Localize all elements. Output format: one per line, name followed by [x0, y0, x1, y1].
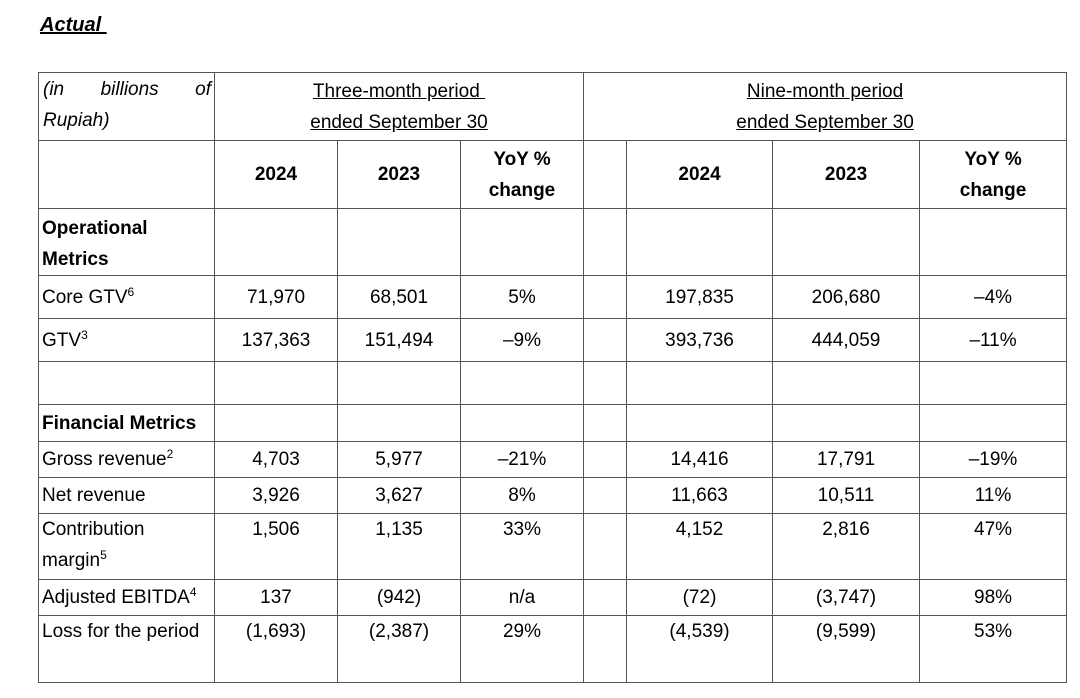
cell-q-yoy: n/a [459, 579, 585, 616]
table-row: GTV3 137,363 151,494 –9% 393,736 444,059… [38, 318, 1068, 362]
cell-n-2024: 197,835 [626, 275, 774, 319]
cell-n-2023: 17,791 [772, 441, 921, 478]
cell-q-2024: 4,703 [214, 441, 338, 478]
table-row: Adjusted EBITDA4 137 (942) n/a (72) (3,7… [38, 579, 1068, 616]
three-month-period-line1: Three-month period [312, 80, 486, 102]
cell-q-yoy: –21% [459, 441, 585, 478]
financial-metrics-table: (in billions of Rupiah) Three-month peri… [38, 72, 1068, 683]
table-row: Core GTV6 71,970 68,501 5% 197,835 206,6… [38, 275, 1068, 319]
cell-n-2023: 444,059 [772, 318, 921, 362]
spacer-cell [583, 140, 628, 209]
spacer-cell [583, 441, 628, 478]
year-header-row: 2024 2023 YoY % change 2024 2023 YoY % c… [38, 140, 1068, 209]
spacer-cell [583, 579, 628, 616]
row-label-gross-revenue: Gross revenue2 [38, 441, 215, 478]
yoy-line1: YoY % [493, 148, 551, 170]
col-header-q-yoy: YoY % change [459, 140, 585, 209]
yoy-line1: YoY % [964, 148, 1022, 170]
financial-section-row: Financial Metrics [38, 404, 1068, 442]
cell-q-yoy: 8% [459, 477, 585, 514]
cell-q-2024: 71,970 [214, 275, 338, 319]
cell-q-yoy: 33% [459, 513, 585, 580]
section-heading: Actual [40, 14, 107, 36]
row-label-adjusted-ebitda: Adjusted EBITDA4 [38, 579, 215, 616]
cell-n-2023: (9,599) [772, 615, 921, 683]
cell-n-yoy: 47% [919, 513, 1068, 580]
empty-row [38, 361, 1068, 405]
yoy-line2: change [959, 179, 1027, 201]
cell-q-2023: 151,494 [337, 318, 461, 362]
three-month-period-line2: ended September 30 [310, 111, 488, 133]
row-label-contribution-margin: Contribution margin5 [38, 513, 215, 580]
units-label: (in billions of Rupiah) [38, 72, 215, 141]
table-row: Net revenue 3,926 3,627 8% 11,663 10,511… [38, 477, 1068, 514]
nine-month-period-line2: ended September 30 [736, 111, 914, 133]
row-label-loss-for-period: Loss for the period [38, 615, 215, 683]
cell-q-2023: 3,627 [337, 477, 461, 514]
spacer-cell [583, 275, 628, 319]
cell-n-2024: 393,736 [626, 318, 774, 362]
operational-section-row: Operational Metrics [38, 208, 1068, 276]
spacer-cell [583, 513, 628, 580]
table-row: Gross revenue2 4,703 5,977 –21% 14,416 1… [38, 441, 1068, 478]
period-header-row: (in billions of Rupiah) Three-month peri… [38, 72, 1068, 141]
cell-n-yoy: 11% [919, 477, 1068, 514]
cell-n-2023: 2,816 [772, 513, 921, 580]
spacer-cell [583, 615, 628, 683]
spacer-cell [583, 318, 628, 362]
nine-month-period-line1: Nine-month period [746, 80, 904, 102]
cell-q-2024: 137,363 [214, 318, 338, 362]
cell-q-2023: 1,135 [337, 513, 461, 580]
cell-q-yoy: 29% [459, 615, 585, 683]
financial-metrics-label: Financial Metrics [38, 404, 215, 442]
cell-n-2024: (4,539) [626, 615, 774, 683]
cell-n-2023: 10,511 [772, 477, 921, 514]
empty-cell [38, 140, 215, 209]
cell-n-yoy: –4% [919, 275, 1068, 319]
row-label-net-revenue: Net revenue [38, 477, 215, 514]
col-header-n-2024: 2024 [626, 140, 774, 209]
cell-q-yoy: 5% [459, 275, 585, 319]
cell-n-yoy: 53% [919, 615, 1068, 683]
cell-n-2024: 11,663 [626, 477, 774, 514]
cell-n-2023: (3,747) [772, 579, 921, 616]
cell-n-2024: (72) [626, 579, 774, 616]
yoy-line2: change [488, 179, 556, 201]
cell-q-2024: 3,926 [214, 477, 338, 514]
cell-q-2024: 1,506 [214, 513, 338, 580]
cell-n-yoy: –11% [919, 318, 1068, 362]
col-header-n-yoy: YoY % change [919, 140, 1068, 209]
cell-q-yoy: –9% [459, 318, 585, 362]
col-header-q-2024: 2024 [214, 140, 338, 209]
table-row: Contribution margin5 1,506 1,135 33% 4,1… [38, 513, 1068, 580]
table-row: Loss for the period (1,693) (2,387) 29% … [38, 615, 1068, 683]
cell-q-2024: (1,693) [214, 615, 338, 683]
row-label-gtv: GTV3 [38, 318, 215, 362]
cell-q-2023: 5,977 [337, 441, 461, 478]
spacer-cell [583, 477, 628, 514]
cell-n-yoy: 98% [919, 579, 1068, 616]
cell-n-yoy: –19% [919, 441, 1068, 478]
col-header-q-2023: 2023 [337, 140, 461, 209]
three-month-period-header: Three-month period ended September 30 [213, 72, 585, 141]
nine-month-period-header: Nine-month period ended September 30 [583, 72, 1068, 141]
cell-n-2024: 4,152 [626, 513, 774, 580]
col-header-n-2023: 2023 [772, 140, 921, 209]
operational-metrics-label: Operational Metrics [38, 208, 215, 276]
cell-q-2024: 137 [214, 579, 338, 616]
cell-q-2023: (2,387) [337, 615, 461, 683]
row-label-core-gtv: Core GTV6 [38, 275, 215, 319]
cell-n-2023: 206,680 [772, 275, 921, 319]
cell-q-2023: (942) [337, 579, 461, 616]
cell-n-2024: 14,416 [626, 441, 774, 478]
cell-q-2023: 68,501 [337, 275, 461, 319]
